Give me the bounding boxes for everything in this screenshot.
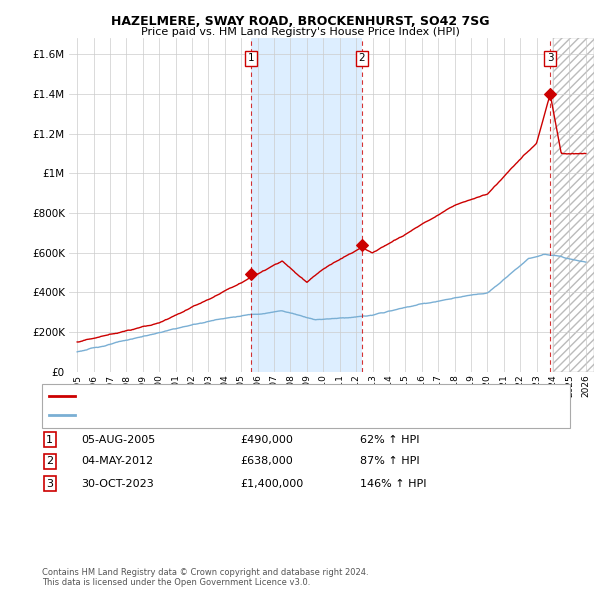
Text: 04-MAY-2012: 04-MAY-2012 bbox=[81, 457, 153, 466]
Text: £490,000: £490,000 bbox=[240, 435, 293, 444]
Text: 05-AUG-2005: 05-AUG-2005 bbox=[81, 435, 155, 444]
Point bbox=[357, 240, 367, 250]
Text: 3: 3 bbox=[547, 53, 554, 63]
Text: 146% ↑ HPI: 146% ↑ HPI bbox=[360, 479, 427, 489]
Point bbox=[246, 270, 256, 279]
Text: Contains HM Land Registry data © Crown copyright and database right 2024.
This d: Contains HM Land Registry data © Crown c… bbox=[42, 568, 368, 587]
Text: HAZELMERE, SWAY ROAD, BROCKENHURST, SO42 7SG: HAZELMERE, SWAY ROAD, BROCKENHURST, SO42… bbox=[111, 15, 489, 28]
Text: 87% ↑ HPI: 87% ↑ HPI bbox=[360, 457, 419, 466]
Text: 1: 1 bbox=[46, 435, 53, 444]
Bar bbox=[251, 38, 362, 372]
Text: HAZELMERE, SWAY ROAD, BROCKENHURST, SO42 7SG (detached house): HAZELMERE, SWAY ROAD, BROCKENHURST, SO42… bbox=[81, 391, 438, 401]
Point bbox=[545, 89, 555, 99]
Text: 30-OCT-2023: 30-OCT-2023 bbox=[81, 479, 154, 489]
Text: HPI: Average price, detached house, New Forest: HPI: Average price, detached house, New … bbox=[81, 411, 316, 420]
Text: £638,000: £638,000 bbox=[240, 457, 293, 466]
Bar bbox=[553, 38, 594, 372]
Text: 2: 2 bbox=[358, 53, 365, 63]
Text: £1,400,000: £1,400,000 bbox=[240, 479, 303, 489]
Text: 1: 1 bbox=[248, 53, 254, 63]
Text: Price paid vs. HM Land Registry's House Price Index (HPI): Price paid vs. HM Land Registry's House … bbox=[140, 27, 460, 37]
Text: 3: 3 bbox=[46, 479, 53, 489]
Text: 62% ↑ HPI: 62% ↑ HPI bbox=[360, 435, 419, 444]
Text: 2: 2 bbox=[46, 457, 53, 466]
